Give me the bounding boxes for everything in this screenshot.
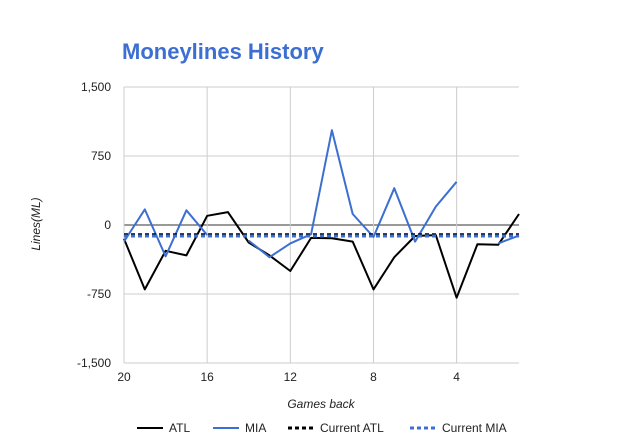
x-tick-label: 20 (117, 370, 131, 384)
y-tick-label: 750 (91, 149, 111, 163)
legend-label-current-atl: Current ATL (320, 421, 384, 435)
y-tick-label: -750 (87, 287, 111, 301)
legend-label-atl: ATL (169, 421, 190, 435)
x-tick-label: 12 (284, 370, 298, 384)
y-tick-label: 0 (104, 218, 111, 232)
x-axis-ticks: 20 16 12 8 4 (117, 370, 460, 384)
grid (123, 86, 519, 364)
series-lines (123, 129, 520, 299)
y-tick-label: -1,500 (77, 356, 111, 370)
legend-label-current-mia: Current MIA (442, 421, 507, 435)
y-tick-label: 1,500 (81, 80, 111, 94)
y-axis-label: Lines(ML) (29, 197, 43, 250)
chart-title: Moneylines History (122, 39, 324, 64)
x-tick-label: 8 (370, 370, 377, 384)
x-tick-label: 4 (453, 370, 460, 384)
legend: ATL MIA Current ATL Current MIA (137, 421, 507, 435)
x-axis-label: Games back (287, 397, 355, 411)
legend-label-mia: MIA (245, 421, 266, 435)
series-line-mia (123, 208, 208, 258)
x-tick-label: 16 (200, 370, 214, 384)
series-line-mia (248, 129, 458, 259)
y-axis-ticks: 1,500 750 0 -750 -1,500 (77, 80, 111, 370)
series-line-mia (497, 234, 520, 245)
series-line-atl (123, 211, 520, 299)
